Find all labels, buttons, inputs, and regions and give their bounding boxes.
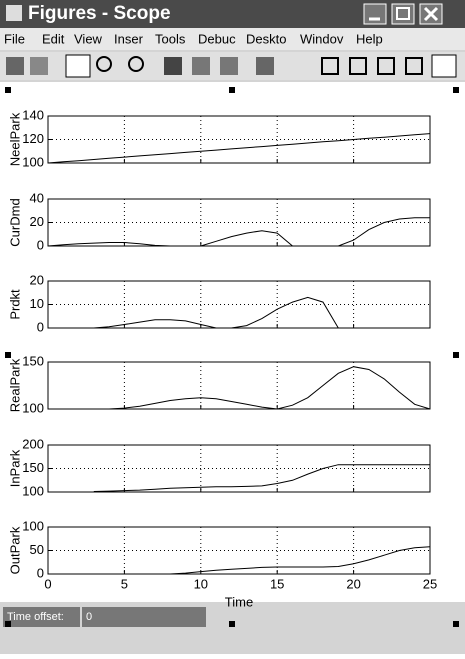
axes-box	[47, 198, 431, 247]
find-icon[interactable]	[164, 57, 182, 75]
y-axis-label: Prdkt	[7, 289, 22, 320]
zoom-in-icon[interactable]	[65, 54, 91, 78]
y-tick-label: 50	[30, 542, 44, 557]
autoscale-icon[interactable]	[192, 57, 210, 75]
y-tick-label: 100	[22, 483, 44, 498]
layout-icon[interactable]	[321, 57, 339, 75]
menu-item[interactable]: Tools	[155, 31, 186, 46]
axes-box	[47, 444, 431, 493]
data-line	[47, 133, 431, 164]
menu-bar	[0, 28, 465, 50]
y-tick-label: 0	[37, 319, 44, 334]
menu: File Edit View Inser Tools Debuc Deskto Windov H…	[4, 31, 383, 46]
data-line	[170, 546, 431, 575]
y-tick-label: 140	[22, 107, 44, 122]
x-tick-label: 15	[270, 576, 284, 591]
y-tick-label: 10	[30, 296, 44, 311]
window-title: Figures - Scope	[28, 3, 171, 24]
y-tick-label: 40	[30, 190, 44, 205]
menu-item[interactable]: Deskto	[246, 31, 286, 46]
y-tick-label: 0	[37, 237, 44, 252]
selection-handle	[5, 87, 11, 93]
menu-item[interactable]: Help	[356, 31, 383, 46]
y-axis-label: NeelPark	[7, 112, 22, 166]
status-label-box	[3, 607, 80, 627]
y-axis-label: InPark	[7, 449, 22, 487]
data-line	[93, 464, 430, 492]
y-tick-label: 20	[30, 214, 44, 229]
title-bar	[0, 0, 465, 28]
zoom-y-icon[interactable]	[128, 56, 144, 72]
toolbar-icons	[6, 54, 457, 78]
selection-handle	[229, 87, 235, 93]
print-icon[interactable]	[6, 57, 24, 75]
axes-box	[47, 115, 431, 164]
menu-item[interactable]: Debuc	[198, 31, 236, 46]
axes-box	[47, 526, 431, 575]
data-line	[48, 296, 430, 329]
x-tick-label: 5	[121, 576, 128, 591]
data-line	[47, 217, 430, 247]
status-value: 0	[86, 611, 92, 623]
selection-handle	[453, 352, 459, 358]
axes-box	[47, 280, 431, 329]
selection-handle	[5, 352, 11, 358]
y-axis-label: CurDmd	[7, 198, 22, 246]
status-label: Time offset:	[7, 611, 64, 623]
x-tick-label: 10	[194, 576, 208, 591]
props-icon[interactable]	[30, 57, 48, 75]
selection-handle	[5, 621, 11, 627]
selection-handle	[453, 621, 459, 627]
y-tick-label: 100	[22, 518, 44, 533]
selection-handle	[229, 621, 235, 627]
axes-box	[47, 361, 431, 410]
y-tick-label: 120	[22, 131, 44, 146]
params-icon[interactable]	[256, 57, 274, 75]
save-axes-icon[interactable]	[220, 57, 238, 75]
data-line	[48, 366, 431, 410]
y-tick-label: 100	[22, 154, 44, 169]
y-tick-label: 200	[22, 436, 44, 451]
app-icon	[6, 5, 22, 21]
y-tick-label: 20	[30, 272, 44, 287]
maximize-icon	[396, 7, 410, 20]
x-tick-label: 20	[346, 576, 360, 591]
minimize-button[interactable]	[363, 3, 387, 25]
y-tick-label: 100	[22, 400, 44, 415]
x-axis-label: Time	[225, 594, 253, 609]
x-tick-label: 0	[44, 576, 51, 591]
menu-item[interactable]: File	[4, 31, 25, 46]
zoom-x-icon[interactable]	[96, 56, 112, 72]
y-axis-label: OutPark	[7, 526, 22, 574]
menu-item[interactable]: Windov	[300, 31, 344, 46]
layout-icon[interactable]	[377, 57, 395, 75]
y-tick-label: 150	[22, 460, 44, 475]
y-tick-label: 0	[37, 565, 44, 580]
layout-icon[interactable]	[405, 57, 423, 75]
y-axis-label: RealPark	[7, 358, 22, 412]
figure-area	[0, 82, 465, 602]
layout-icon[interactable]	[431, 54, 457, 78]
close-icon	[423, 6, 439, 22]
menu-item[interactable]: Inser	[114, 31, 144, 46]
layout-icon[interactable]	[349, 57, 367, 75]
menu-item[interactable]: View	[74, 31, 103, 46]
selection-handle	[453, 87, 459, 93]
y-tick-label: 150	[22, 353, 44, 368]
x-tick-label: 25	[423, 576, 437, 591]
status-input[interactable]	[82, 607, 206, 627]
menu-item[interactable]: Edit	[42, 31, 65, 46]
